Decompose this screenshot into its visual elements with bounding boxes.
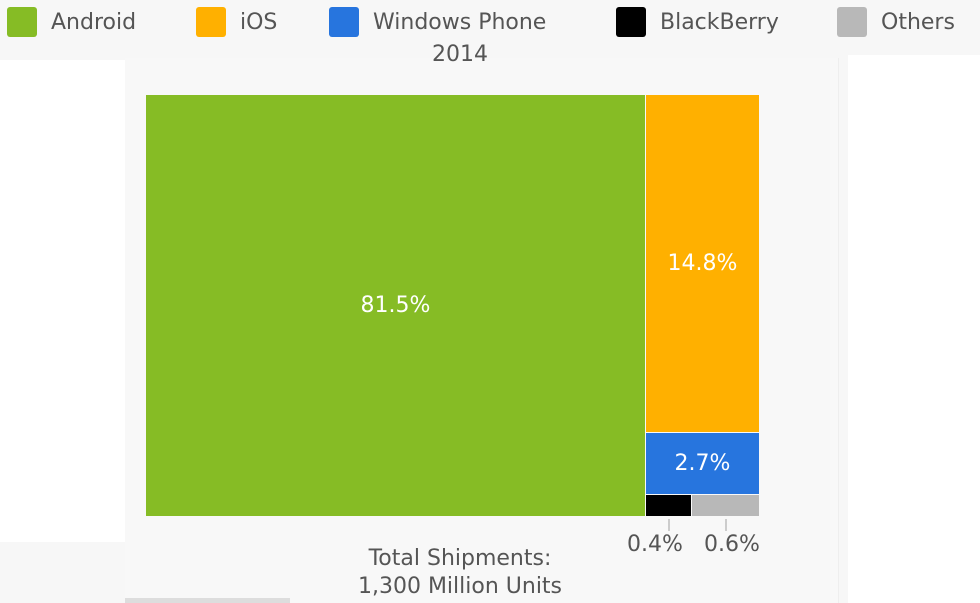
legend: Android iOS Windows Phone BlackBerry Oth… — [0, 0, 980, 42]
chart-title: 2014 — [432, 42, 488, 67]
treemap-cell-windows-phone[interactable]: 2.7% — [646, 433, 759, 494]
data-label: 2.7% — [674, 451, 731, 476]
treemap-cell-android[interactable]: 81.5% — [146, 95, 645, 516]
legend-item-blackberry[interactable]: BlackBerry — [616, 7, 779, 37]
data-label: 81.5% — [360, 293, 431, 318]
footer-total: Total Shipments: 1,300 Million Units — [230, 545, 690, 601]
legend-swatch — [837, 7, 867, 37]
legend-label: iOS — [240, 9, 278, 35]
footer-line-2: 1,300 Million Units — [357, 574, 563, 599]
legend-label: BlackBerry — [660, 9, 779, 35]
treemap-cell-ios[interactable]: 14.8% — [646, 95, 759, 432]
legend-swatch — [616, 7, 646, 37]
legend-swatch — [7, 7, 37, 37]
label-leader-line — [725, 519, 727, 531]
data-label: 14.8% — [667, 251, 738, 276]
legend-label: Others — [881, 9, 955, 35]
footer-line-1: Total Shipments: — [368, 546, 552, 571]
horizontal-scrollbar[interactable] — [125, 598, 290, 603]
treemap-cell-blackberry[interactable] — [646, 495, 691, 516]
legend-swatch — [196, 7, 226, 37]
legend-label: Windows Phone — [373, 9, 547, 35]
legend-item-windows-phone[interactable]: Windows Phone — [329, 7, 546, 37]
legend-label: Android — [51, 9, 137, 35]
legend-item-others[interactable]: Others — [837, 7, 955, 37]
legend-item-android[interactable]: Android — [7, 7, 136, 37]
legend-item-ios[interactable]: iOS — [196, 7, 277, 37]
data-label-blackberry: 0.4% — [627, 532, 683, 557]
treemap-cell-others[interactable] — [692, 495, 759, 516]
label-leader-line — [668, 519, 670, 531]
legend-swatch — [329, 7, 359, 37]
data-label-others: 0.6% — [704, 532, 760, 557]
left-background — [0, 60, 125, 542]
right-background — [848, 55, 980, 603]
